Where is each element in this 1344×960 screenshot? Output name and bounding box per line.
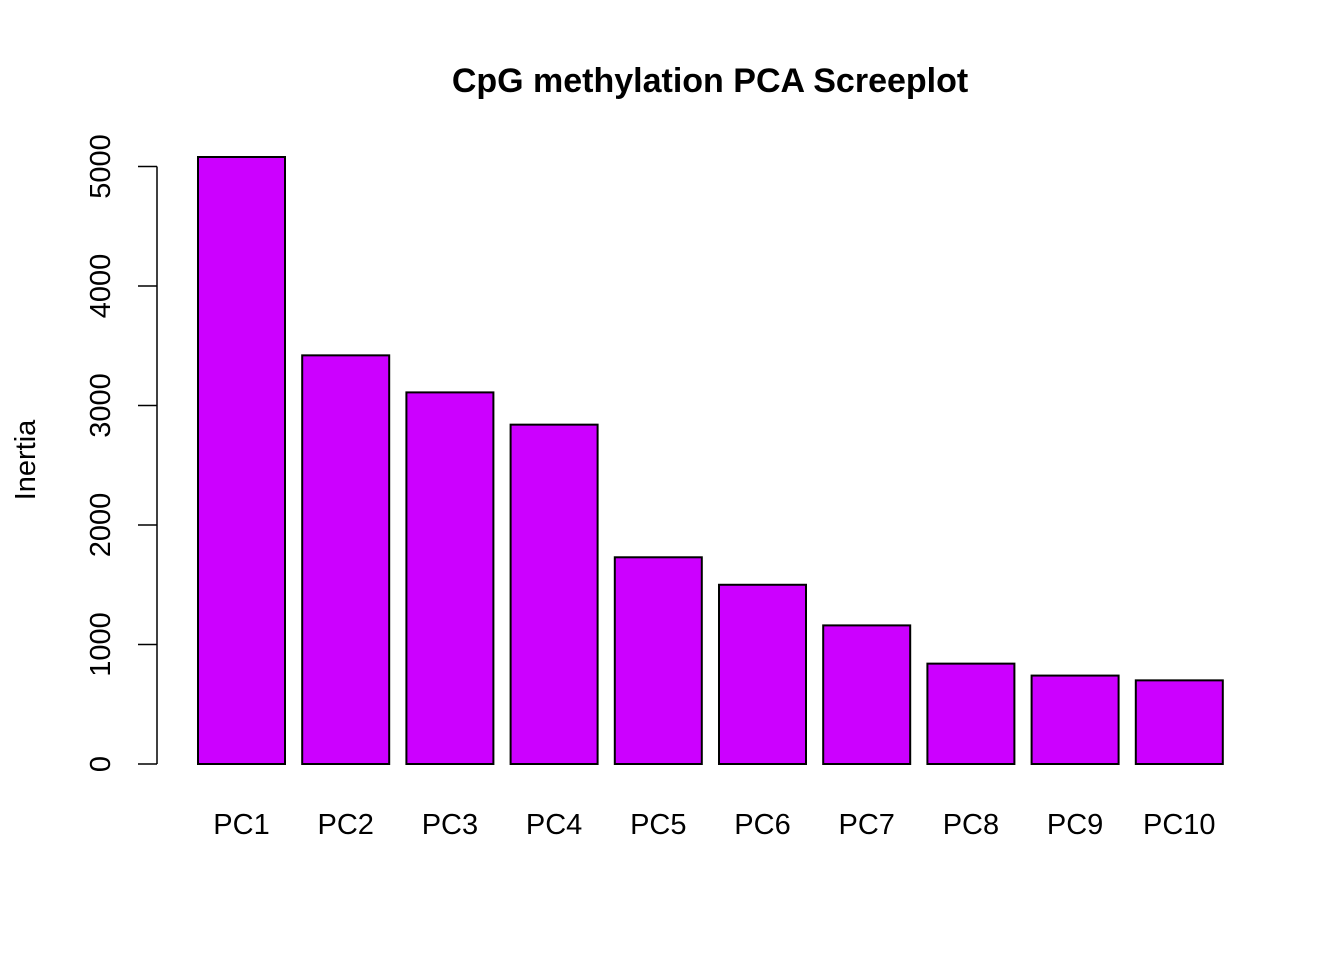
y-tick-label: 4000 bbox=[85, 254, 117, 319]
bars-group bbox=[197, 156, 1224, 766]
y-tick-label: 5000 bbox=[85, 134, 117, 199]
bar-pc9 bbox=[1030, 674, 1120, 765]
bar-pc3 bbox=[405, 391, 495, 765]
x-tick-label: PC10 bbox=[1143, 809, 1216, 841]
y-tick-label: 2000 bbox=[85, 493, 117, 558]
bar-pc4 bbox=[509, 423, 599, 765]
x-tick-label: PC2 bbox=[317, 809, 373, 841]
bar-pc10 bbox=[1134, 679, 1224, 766]
x-tick-label: PC5 bbox=[630, 809, 686, 841]
x-tick-label: PC8 bbox=[943, 809, 999, 841]
x-tick-label: PC4 bbox=[526, 809, 582, 841]
x-tick-label: PC6 bbox=[734, 809, 790, 841]
y-axis-title: Inertia bbox=[10, 419, 42, 500]
x-tick-label: PC1 bbox=[213, 809, 269, 841]
y-axis: 0 1000 2000 3000 4000 5000 bbox=[85, 134, 158, 772]
y-tick-label: 1000 bbox=[85, 612, 117, 677]
x-tick-label: PC9 bbox=[1047, 809, 1103, 841]
chart-title: CpG methylation PCA Screeplot bbox=[452, 62, 968, 100]
bar-pc7 bbox=[822, 624, 912, 765]
bar-pc6 bbox=[718, 583, 807, 765]
x-tick-label: PC3 bbox=[422, 809, 478, 841]
y-tick-label: 0 bbox=[85, 756, 117, 772]
bar-pc5 bbox=[613, 556, 703, 766]
x-tick-label: PC7 bbox=[838, 809, 894, 841]
y-tick-label: 3000 bbox=[85, 373, 117, 438]
bar-pc2 bbox=[301, 354, 391, 765]
x-axis-labels: PC1 PC2 PC3 PC4 PC5 PC6 PC7 PC8 PC9 PC10 bbox=[213, 809, 1215, 841]
bar-pc1 bbox=[197, 156, 286, 765]
bar-pc8 bbox=[926, 662, 1016, 766]
